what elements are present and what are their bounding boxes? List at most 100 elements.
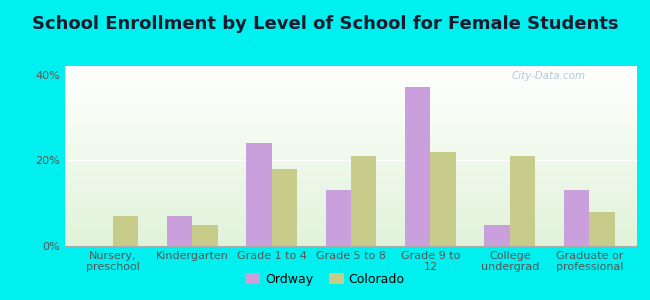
Bar bbox=[65, 97, 637, 98]
Bar bbox=[65, 208, 637, 210]
Bar bbox=[65, 120, 637, 122]
Bar bbox=[65, 82, 637, 84]
Bar bbox=[65, 133, 637, 134]
Bar bbox=[65, 102, 637, 104]
Bar bbox=[65, 237, 637, 239]
Bar bbox=[65, 127, 637, 129]
Bar bbox=[65, 190, 637, 192]
Bar bbox=[65, 156, 637, 158]
Bar bbox=[65, 165, 637, 167]
Bar bbox=[65, 107, 637, 109]
Bar bbox=[65, 176, 637, 178]
Bar bbox=[65, 75, 637, 77]
Text: City-Data.com: City-Data.com bbox=[511, 71, 585, 81]
Bar bbox=[65, 221, 637, 223]
Bar bbox=[65, 115, 637, 116]
Bar bbox=[65, 149, 637, 151]
Bar bbox=[65, 66, 637, 68]
Bar bbox=[65, 179, 637, 181]
Bar bbox=[65, 84, 637, 86]
Bar bbox=[65, 88, 637, 89]
Bar bbox=[65, 86, 637, 88]
Bar bbox=[65, 142, 637, 143]
Bar bbox=[65, 239, 637, 241]
Bar bbox=[65, 113, 637, 115]
Bar bbox=[65, 136, 637, 138]
Bar bbox=[65, 116, 637, 118]
Bar bbox=[65, 80, 637, 82]
Bar bbox=[65, 70, 637, 71]
Bar bbox=[272, 169, 297, 246]
Bar bbox=[166, 216, 192, 246]
Bar bbox=[65, 178, 637, 179]
Bar bbox=[65, 95, 637, 97]
Bar bbox=[65, 68, 637, 70]
Bar bbox=[65, 170, 637, 172]
Bar bbox=[65, 205, 637, 206]
Bar bbox=[65, 131, 637, 133]
Bar bbox=[65, 194, 637, 196]
Bar bbox=[246, 143, 272, 246]
Bar bbox=[65, 89, 637, 91]
Bar bbox=[65, 145, 637, 147]
Bar bbox=[65, 73, 637, 75]
Bar bbox=[65, 217, 637, 219]
Bar bbox=[65, 235, 637, 237]
Bar bbox=[484, 225, 510, 246]
Bar bbox=[65, 147, 637, 149]
Bar bbox=[65, 224, 637, 226]
Bar bbox=[65, 100, 637, 102]
Bar bbox=[65, 151, 637, 152]
Bar bbox=[65, 125, 637, 127]
Bar bbox=[590, 212, 615, 246]
Bar bbox=[351, 156, 376, 246]
Bar bbox=[65, 71, 637, 73]
Bar bbox=[564, 190, 590, 246]
Bar bbox=[65, 79, 637, 80]
Bar bbox=[65, 91, 637, 93]
Bar bbox=[65, 226, 637, 228]
Text: School Enrollment by Level of School for Female Students: School Enrollment by Level of School for… bbox=[32, 15, 618, 33]
Bar bbox=[65, 129, 637, 131]
Bar bbox=[65, 203, 637, 205]
Bar bbox=[65, 244, 637, 246]
Bar bbox=[65, 169, 637, 170]
Legend: Ordway, Colorado: Ordway, Colorado bbox=[240, 268, 410, 291]
Bar bbox=[65, 174, 637, 176]
Bar bbox=[65, 140, 637, 142]
Bar bbox=[65, 118, 637, 120]
Bar bbox=[65, 77, 637, 79]
Bar bbox=[65, 160, 637, 161]
Bar bbox=[65, 154, 637, 156]
Bar bbox=[65, 197, 637, 199]
Bar bbox=[65, 183, 637, 185]
Bar bbox=[405, 87, 430, 246]
Bar bbox=[65, 124, 637, 125]
Bar bbox=[65, 158, 637, 160]
Bar bbox=[65, 242, 637, 244]
Bar bbox=[65, 212, 637, 214]
Bar bbox=[65, 152, 637, 154]
Bar bbox=[65, 185, 637, 187]
Bar bbox=[65, 167, 637, 169]
Bar bbox=[65, 214, 637, 215]
Bar bbox=[65, 232, 637, 233]
Bar bbox=[65, 163, 637, 165]
Bar bbox=[65, 188, 637, 190]
Bar bbox=[112, 216, 138, 246]
Bar bbox=[65, 223, 637, 224]
Bar bbox=[430, 152, 456, 246]
Bar bbox=[65, 134, 637, 136]
Bar bbox=[65, 196, 637, 197]
Bar bbox=[65, 230, 637, 232]
Bar bbox=[65, 143, 637, 145]
Bar bbox=[192, 225, 218, 246]
Bar bbox=[65, 181, 637, 183]
Bar bbox=[65, 219, 637, 221]
Bar bbox=[65, 109, 637, 111]
Bar bbox=[65, 104, 637, 106]
Bar bbox=[65, 98, 637, 100]
Bar bbox=[65, 233, 637, 235]
Bar bbox=[65, 106, 637, 107]
Bar bbox=[510, 156, 536, 246]
